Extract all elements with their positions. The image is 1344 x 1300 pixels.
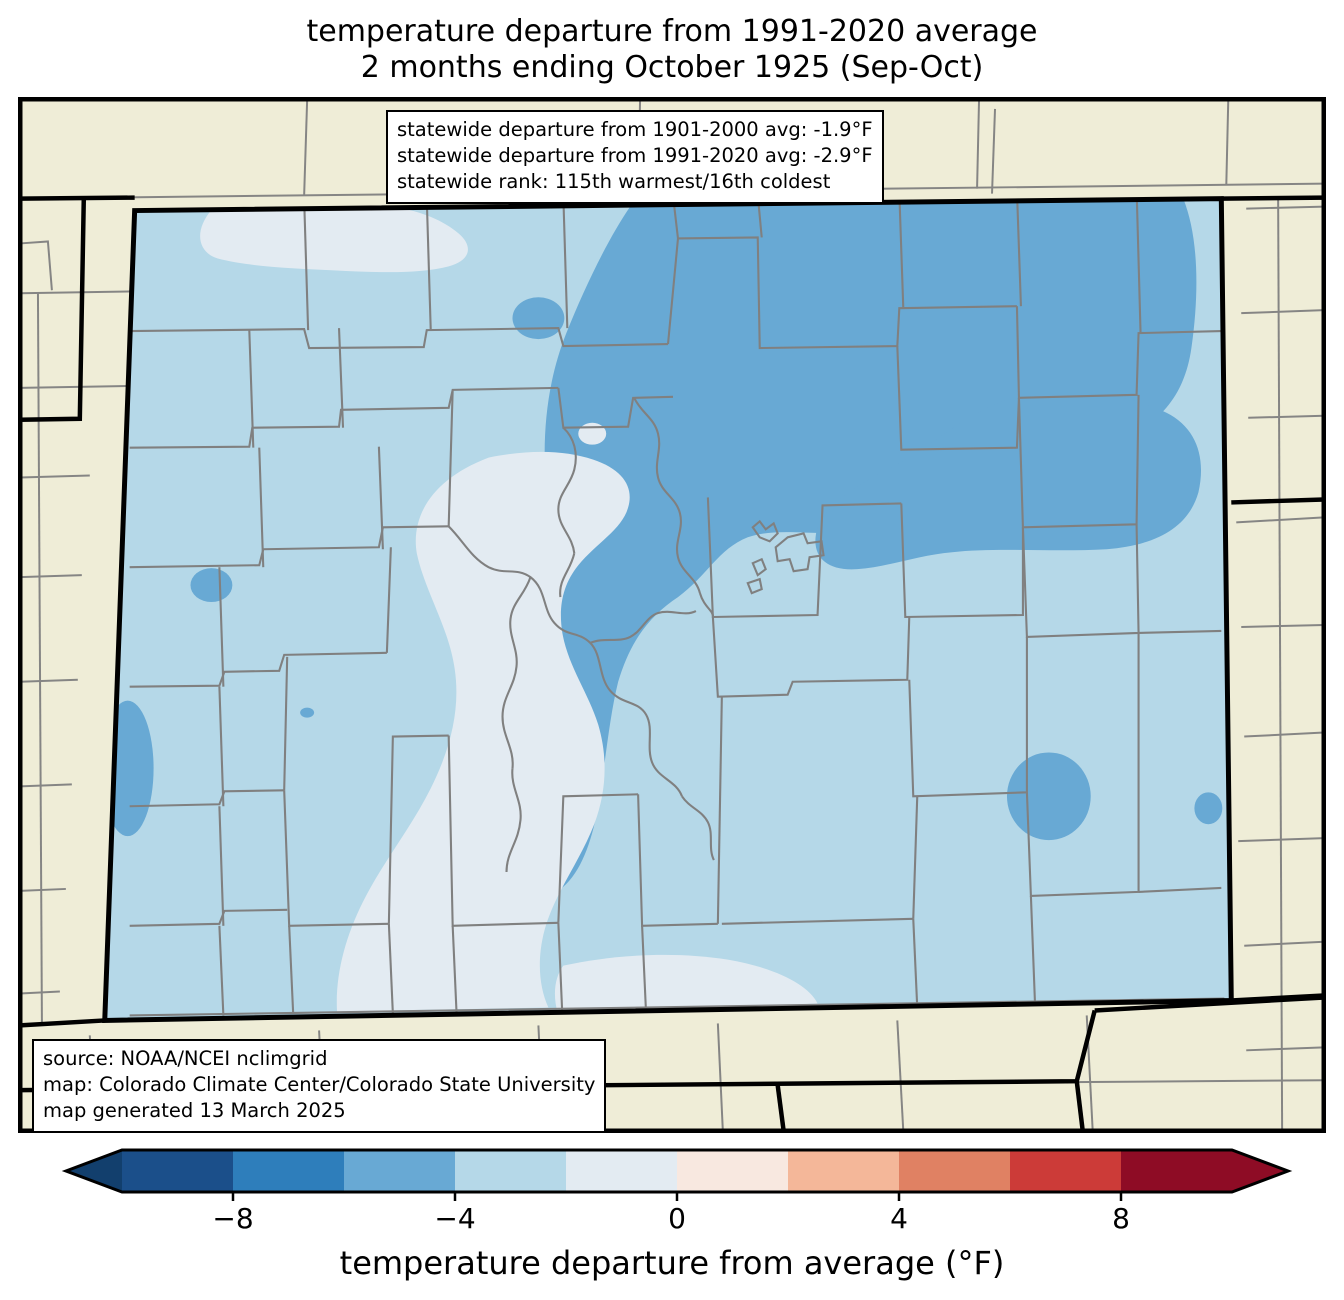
colorbar-tick-label: 4 <box>890 1202 908 1235</box>
colorbar-band-group <box>66 1150 1288 1192</box>
colorbar-band <box>1010 1150 1121 1192</box>
title-line-2: 2 months ending October 1925 (Sep-Oct) <box>360 50 984 85</box>
band-spot-northwest <box>512 297 565 340</box>
colorbar-extend-left <box>66 1150 122 1192</box>
source-credits-box: source: NOAA/NCEI nclimgrid map: Colorad… <box>32 1039 607 1133</box>
colorbar-tick-labels: −8 −4 0 4 8 <box>0 1202 1344 1242</box>
band-pale-spot-north-central <box>578 422 607 445</box>
colorado-temperature-choropleth <box>20 99 1324 1131</box>
colorbar-band <box>677 1150 788 1192</box>
colorbar-tick-label: 0 <box>668 1202 686 1235</box>
title-line-1: temperature departure from 1991-2020 ave… <box>306 14 1038 49</box>
stats-rank: statewide rank: 115th warmest/16th colde… <box>397 169 831 193</box>
statewide-stats-box: statewide departure from 1901-2000 avg: … <box>386 110 884 204</box>
band-minus2-to-0-northwest <box>200 199 468 273</box>
colorbar-outline <box>61 1148 1293 1194</box>
band-spot-southeast-small <box>1194 792 1223 825</box>
colorbar-band <box>344 1150 455 1192</box>
stats-departure-1901-2000: statewide departure from 1901-2000 avg: … <box>397 118 873 141</box>
temperature-contour-fills <box>104 198 1232 1021</box>
colorbar-tick-label: −4 <box>434 1202 476 1235</box>
colorbar-axis-label: temperature departure from average (°F) <box>339 1244 1005 1282</box>
map-panel[interactable] <box>18 97 1326 1133</box>
colorbar-extend-right <box>1232 1150 1288 1192</box>
map-credit-line: map: Colorado Climate Center/Colorado St… <box>43 1072 596 1096</box>
colorado-county-lines <box>129 198 1225 1017</box>
band-spot-southwest-tiny <box>300 707 315 718</box>
stats-departure-1991-2020: statewide departure from 1991-2020 avg: … <box>397 143 873 167</box>
colorbar-tick-label: −8 <box>212 1202 254 1235</box>
band-minus2-to-0-central-and-south <box>336 451 630 1012</box>
colorbar-band <box>233 1150 344 1192</box>
colorbar-band <box>122 1150 233 1192</box>
band-spot-west-central <box>190 568 233 603</box>
colorbar-band <box>899 1150 1010 1192</box>
map-frame <box>20 99 1324 1131</box>
colorbar[interactable]: −8 −4 0 4 8 temperature departure from avera… <box>0 1140 1344 1300</box>
neighbor-county-lines <box>20 99 1324 1131</box>
colorbar-band <box>788 1150 899 1192</box>
colorbar-band <box>566 1150 677 1192</box>
source-line: source: NOAA/NCEI nclimgrid <box>43 1047 328 1070</box>
band-spot-southeast <box>1006 752 1091 841</box>
page-title: temperature departure from 1991-2020 ave… <box>0 14 1344 86</box>
band-minus6-to-minus4-northeast <box>490 198 1197 900</box>
colorbar-swatches <box>61 1148 1293 1201</box>
colorbar-band <box>455 1150 566 1192</box>
band-minus2-to-0-southeast-lobe <box>554 954 818 1016</box>
colorbar-band <box>1121 1150 1232 1192</box>
map-generated-line: map generated 13 March 2025 <box>43 1098 346 1122</box>
colorbar-tick-label: 8 <box>1112 1202 1130 1235</box>
